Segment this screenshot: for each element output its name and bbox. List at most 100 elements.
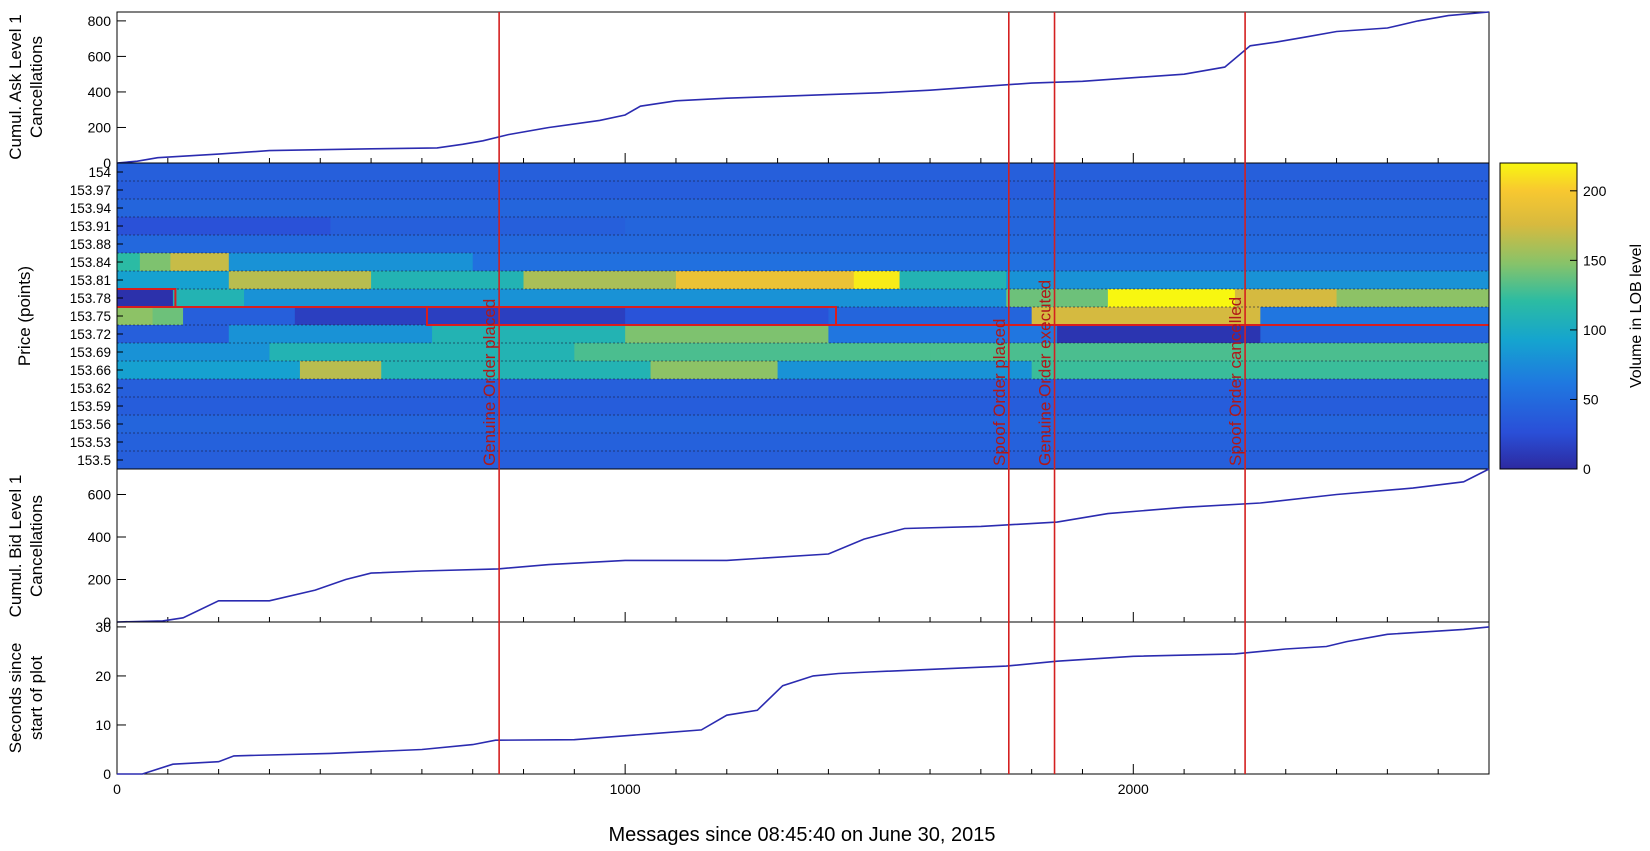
heatmap-cell: [117, 271, 230, 290]
heatmap-cell: [117, 343, 270, 362]
heatmap-cell: [1031, 307, 1261, 326]
ask-y-label-line2: Cancellations: [27, 36, 46, 138]
heatmap-cell: [1057, 325, 1261, 344]
y-tick-label: 200: [88, 119, 112, 135]
heatmap-cell: [1006, 289, 1109, 308]
heatmap-cell: [371, 271, 525, 290]
price-y-label: Price (points): [15, 266, 34, 366]
heatmap-cell: [381, 361, 652, 380]
heatmap-cell: [172, 289, 245, 308]
heatmap-cell: [1006, 271, 1490, 290]
y-tick-label: 600: [88, 48, 112, 64]
colorbar-ticks: 0 50 100 150 200: [1570, 183, 1607, 477]
heatmap-cell: [1031, 361, 1490, 380]
event-label: Genuine Order executed: [1036, 280, 1055, 466]
event-label: Spoof Order cancelled: [1226, 297, 1245, 466]
heatmap-cell: [228, 325, 433, 344]
colorbar-tick-label: 50: [1583, 391, 1599, 407]
bid-grid: [167, 612, 1439, 622]
heatmap-cell: [269, 343, 575, 362]
heatmap-cell: [930, 343, 1490, 362]
bid-y-ticks: 0 200 400 600: [88, 487, 126, 630]
colorbar-tick-label: 100: [1583, 322, 1607, 338]
heatmap-cell: [170, 253, 230, 272]
panel-seconds: 0 10 20 30 0 1000 2000 Seconds since start of…: [6, 619, 1490, 846]
heatmap-cell: [117, 307, 154, 326]
heatmap-cell: [117, 253, 141, 272]
heatmap-cell: [117, 235, 1490, 254]
y-tick-label: 0: [103, 614, 111, 630]
heatmap-cell: [244, 289, 1007, 308]
y-tick-label: 400: [88, 84, 112, 100]
heatmap-cell: [117, 379, 1490, 398]
price-tick-label: 153.94: [70, 201, 112, 216]
x-tick-label: 1000: [610, 781, 641, 797]
y-tick-label: 0: [103, 155, 111, 171]
heatmap-cell: [574, 343, 931, 362]
ask-cancellations-line: [116, 11, 1490, 164]
heatmap-cell: [625, 217, 1490, 236]
seconds-y-ticks: 0 10 20 30: [95, 619, 126, 782]
colorbar-tick-label: 0: [1583, 461, 1591, 477]
heatmap-cell: [117, 199, 1490, 218]
panel-ask-cancellations: 0 200 400 600 800 Cumul. Ask Level 1 Cancell…: [6, 11, 1490, 171]
heatmap-cell: [117, 451, 1490, 470]
y-tick-label: 20: [95, 668, 111, 684]
seconds-line: [117, 626, 1490, 775]
price-tick-label: 153.81: [70, 273, 111, 288]
heatmap-cell: [472, 253, 1490, 272]
colorbar-tick-label: 200: [1583, 183, 1607, 199]
heatmap-cells: [117, 163, 1490, 470]
colorbar-tick-label: 150: [1583, 252, 1607, 268]
ask-y-ticks: 0 200 400 600 800: [88, 13, 126, 171]
heatmap-cell: [432, 325, 626, 344]
heatmap-cell: [183, 307, 296, 326]
heatmap-cell: [117, 163, 1490, 182]
price-tick-label: 154: [88, 165, 111, 180]
heatmap-cell: [777, 361, 1033, 380]
price-tick-label: 153.75: [70, 309, 111, 324]
price-y-ticks: 154 153.97 153.94 153.91 153.88 153.84 153.81 1…: [70, 165, 123, 468]
heatmap-cell: [299, 361, 382, 380]
price-tick-label: 153.62: [70, 381, 111, 396]
heatmap-cell: [899, 271, 1007, 290]
heatmap-cell: [117, 181, 1490, 200]
y-tick-label: 0: [103, 766, 111, 782]
heatmap-cell: [330, 217, 626, 236]
colorbar: 0 50 100 150 200 Volume in LOB level: [1499, 162, 1645, 477]
spoof-order-outline: [117, 306, 837, 325]
seconds-grid: [167, 764, 1439, 774]
y-tick-label: 10: [95, 717, 111, 733]
price-tick-label: 153.84: [70, 255, 112, 270]
y-tick-label: 800: [88, 13, 112, 29]
price-tick-label: 153.91: [70, 219, 111, 234]
y-tick-label: 30: [95, 619, 111, 635]
heatmap-cell: [294, 307, 626, 326]
ask-y-label-line1: Cumul. Ask Level 1: [6, 14, 25, 160]
messages-x-ticks: 0 1000 2000: [113, 781, 1149, 797]
event-label: Spoof Order placed: [990, 319, 1009, 466]
heatmap-cell: [1107, 289, 1236, 308]
heatmap-cell: [139, 253, 171, 272]
ask-grid: [167, 153, 1439, 163]
heatmap-cell: [650, 361, 779, 380]
y-tick-label: 600: [88, 487, 112, 503]
seconds-y-label-line2: start of plot: [27, 656, 46, 740]
colorbar-bar: [1499, 162, 1578, 470]
heatmap-cell: [117, 397, 1490, 416]
colorbar-label: Volume in LOB level: [1628, 244, 1645, 388]
panel-bid-frame: [116, 468, 1490, 623]
bid-cancellations-line: [116, 468, 1490, 623]
heatmap-cell: [1234, 289, 1338, 308]
x-tick-label: 0: [113, 781, 121, 797]
heatmap-cell: [828, 307, 1033, 326]
heatmap-cell: [117, 415, 1490, 434]
panel-price-heatmap: 154 153.97 153.94 153.91 153.88 153.84 153.81 1…: [15, 162, 1490, 470]
price-tick-label: 153.53: [70, 435, 111, 450]
heatmap-cell: [523, 271, 677, 290]
heatmap-cell: [625, 307, 829, 326]
heatmap-cell: [1260, 325, 1490, 344]
panel-seconds-frame: [116, 621, 1490, 775]
x-axis-label: Messages since 08:45:40 on June 30, 2015: [609, 824, 996, 846]
